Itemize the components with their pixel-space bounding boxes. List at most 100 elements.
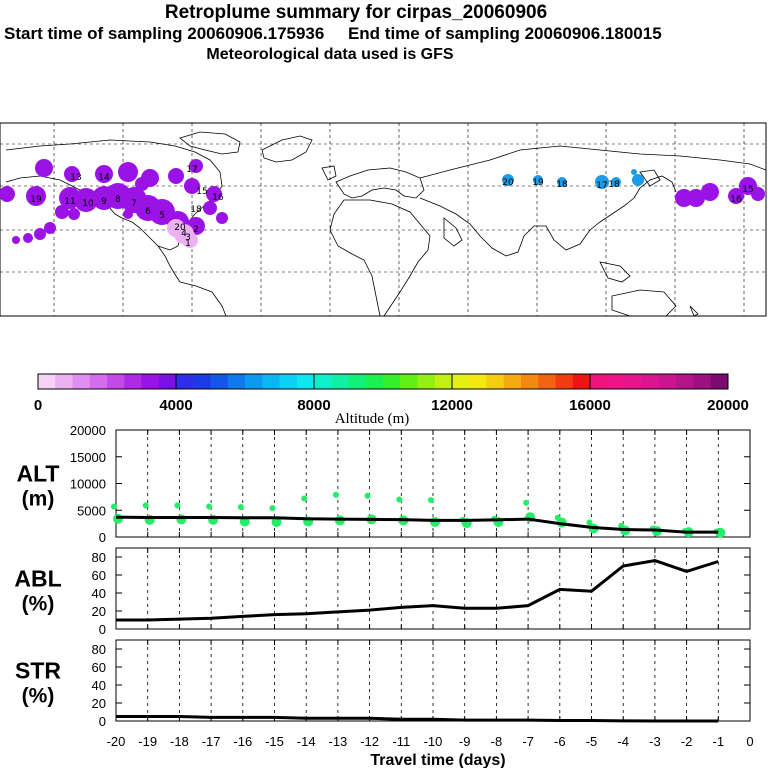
plume-marker — [35, 159, 53, 177]
plume-number-label: 19 — [532, 178, 544, 188]
plume-marker — [182, 232, 198, 248]
colorbar-swatch — [676, 374, 694, 389]
plume-marker — [216, 212, 228, 224]
y-tick-label: 15000 — [70, 450, 106, 465]
model-altitude-point — [523, 499, 530, 506]
plume-number-label: 20 — [174, 223, 186, 233]
colorbar-swatch — [624, 374, 643, 389]
model-altitude-point — [269, 505, 276, 512]
colorbar-swatch — [469, 374, 487, 389]
plume-number-label: 15 — [742, 185, 753, 195]
series-line — [115, 515, 719, 534]
colorbar-swatch — [245, 374, 263, 389]
model-altitude-point — [113, 513, 123, 524]
colorbar-swatch — [176, 374, 194, 389]
plume-marker — [203, 201, 217, 215]
colorbar-swatch — [193, 374, 211, 389]
colorbar-swatch — [710, 374, 729, 389]
colorbar-swatch — [572, 374, 591, 389]
plume-marker — [184, 178, 200, 194]
x-tick-label: 0 — [746, 734, 753, 749]
plume-marker — [168, 168, 184, 184]
colorbar-swatch — [383, 374, 401, 389]
panel-abl: 80 60 40 20 0 ABL(%) — [14, 547, 751, 637]
x-tick-label: -11 — [392, 734, 410, 749]
colorbar-swatch — [89, 374, 108, 389]
x-tick-label: -10 — [424, 734, 443, 749]
plume-number-label: 9 — [101, 197, 107, 207]
colorbar-swatch — [158, 374, 177, 389]
colorbar-swatch — [55, 374, 73, 389]
x-tick-label: -18 — [170, 734, 189, 749]
x-tick-label: -12 — [360, 734, 379, 749]
colorbar-tick-label: 20000 — [707, 397, 749, 414]
plume-marker — [68, 208, 80, 220]
panel-unit: (%) — [22, 685, 55, 708]
colorbar-swatch — [141, 374, 160, 389]
plume-marker — [123, 209, 133, 219]
plume-number-label: 5 — [159, 211, 165, 221]
plume-marker — [0, 186, 15, 202]
x-tick-label: -17 — [202, 734, 221, 749]
x-tick-label: -15 — [265, 734, 284, 749]
plume-number-label: 4 — [181, 229, 187, 239]
plume-number-label: 15 — [196, 187, 207, 197]
model-altitude-point — [396, 496, 403, 503]
colorbar-swatch — [365, 374, 384, 389]
colorbar-swatch — [400, 374, 418, 389]
colorbar-swatch — [521, 374, 539, 389]
y-tick-label: 40 — [92, 678, 106, 693]
plume-marker — [55, 205, 69, 219]
colorbar-swatch — [279, 374, 298, 389]
plume-number-label: 18 — [190, 205, 202, 215]
plume-marker — [502, 174, 514, 186]
y-tick-label: 5000 — [77, 503, 106, 518]
panel-str: 80 60 40 20 0 STR(%) — [15, 639, 751, 729]
plume-number-label: 14 — [98, 173, 110, 183]
colorbar-swatch — [348, 374, 367, 389]
plume-number-label: 10 — [82, 199, 94, 209]
colorbar-swatch — [538, 374, 556, 389]
y-tick-label: 10000 — [70, 477, 106, 492]
colorbar-swatch — [262, 374, 280, 389]
plume-marker — [64, 166, 80, 182]
plume-number-label: 2 — [193, 225, 199, 235]
x-tick-label: -5 — [586, 734, 598, 749]
y-tick-label: 80 — [92, 642, 106, 657]
x-tick-label: -16 — [233, 734, 252, 749]
colorbar-swatch — [314, 374, 332, 389]
colorbar-tick-label: 0 — [34, 397, 42, 414]
x-tick-label: -7 — [522, 734, 534, 749]
colorbar-swatch — [452, 374, 470, 389]
model-altitude-point — [430, 517, 440, 528]
model-altitude-point — [206, 503, 213, 510]
colorbar-swatch — [227, 374, 246, 389]
continent-outlines — [5, 131, 767, 317]
plume-number-label: 8 — [115, 195, 121, 205]
colorbar-label: Altitude (m) — [335, 411, 410, 427]
colorbar-tick-label: 12000 — [431, 397, 473, 414]
colorbar-swatch — [607, 374, 625, 389]
plume-number-label: 19 — [30, 195, 42, 205]
y-tick-label: 20 — [92, 604, 106, 619]
colorbar-swatch — [417, 374, 436, 389]
plume-marker — [44, 222, 56, 234]
plume-number-label: 17 — [186, 165, 197, 175]
plume-number-label: 16 — [212, 193, 224, 203]
colorbar-tick-label: 8000 — [297, 397, 330, 414]
colorbar-swatch — [659, 374, 677, 389]
plume-marker — [631, 169, 637, 175]
sampling-time-line: Start time of sampling 20060906.175936 E… — [4, 24, 662, 43]
x-tick-label: -3 — [649, 734, 661, 749]
plume-marker — [751, 187, 765, 201]
plume-number-label: 18 — [608, 180, 620, 190]
x-axis: -20 -19 -18 -17 -16 -15 -14 -13 -12 -11 -10 -9 -8 -7-… — [107, 734, 754, 749]
colorbar-swatch — [210, 374, 229, 389]
y-tick-label: 80 — [92, 550, 106, 565]
plume-number-label: 3 — [185, 233, 191, 243]
series-line — [116, 559, 719, 622]
plume-marker — [34, 228, 46, 240]
plume-marker — [95, 165, 113, 183]
plume-marker — [611, 177, 621, 187]
